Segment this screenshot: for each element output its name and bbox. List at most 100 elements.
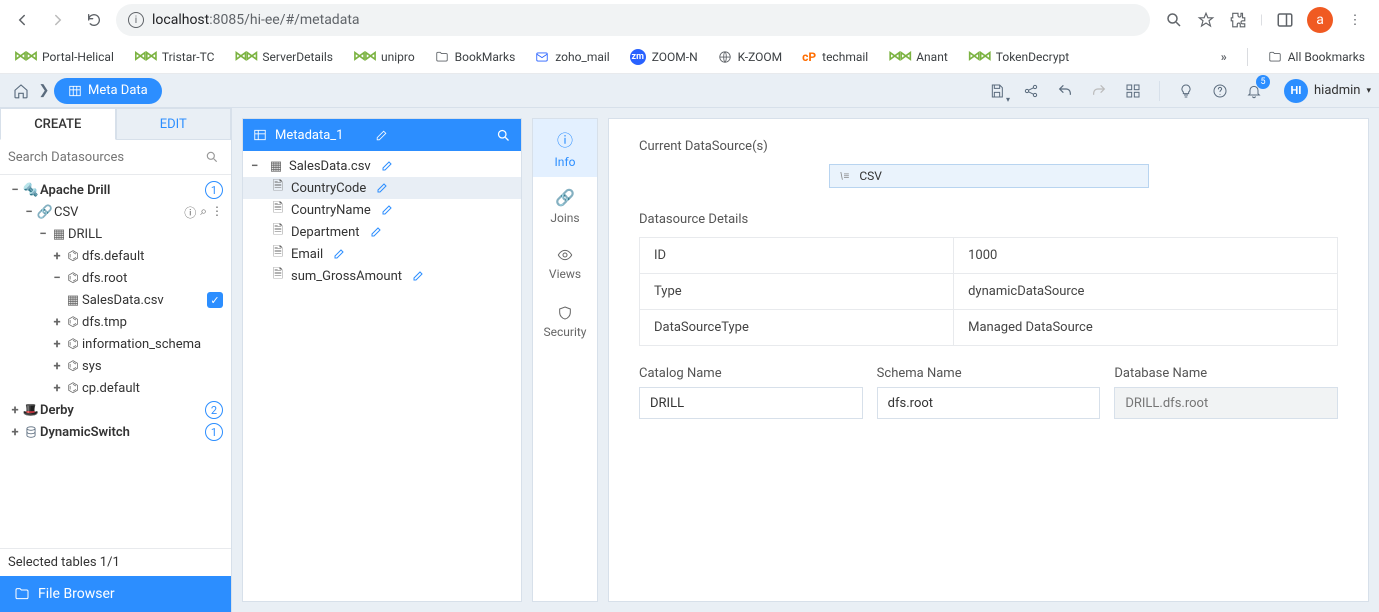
notifications-icon[interactable]: 5 [1242,79,1266,103]
user-name: hiadmin [1314,83,1360,98]
search-metadata-icon[interactable] [496,128,511,143]
help-icon[interactable] [1208,79,1232,103]
search-icon[interactable]: ⌕ [200,204,207,221]
reload-button[interactable] [80,6,108,34]
metadata-column-row[interactable]: 🗎Department [243,221,521,243]
url-text: localhost:8085/hi-ee/#/metadata [152,12,1138,28]
tree-node-derby[interactable]: +🎩 Derby 2 [0,399,231,421]
detail-value: 1000 [954,238,1338,274]
bookmark-star-icon[interactable] [1196,10,1216,30]
bookmark-kzoom[interactable]: K-ZOOM [718,50,783,64]
metadata-column-row[interactable]: 🗎CountryName [243,199,521,221]
grid-view-icon[interactable] [1121,79,1145,103]
zoom-icon[interactable] [1164,10,1184,30]
dna-icon: ⋈⋈ [234,49,256,64]
edit-icon[interactable] [376,182,388,194]
metadata-column-row[interactable]: 🗎CountryCode [243,177,521,199]
breadcrumb-chevron-icon: ❯ [34,83,54,98]
schema-name-input[interactable] [877,387,1101,419]
tree-node-info-schema[interactable]: +⌬ information_schema [0,333,231,355]
details-label: Datasource Details [639,212,1338,227]
save-icon[interactable]: ▾ [985,79,1009,103]
info-icon[interactable]: ⓘ [184,204,196,221]
address-bar[interactable]: i localhost:8085/hi-ee/#/metadata [116,4,1150,36]
search-datasources-input[interactable] [8,150,201,165]
tree-node-cp-default[interactable]: +⌬ cp.default [0,377,231,399]
redo-icon[interactable] [1087,79,1111,103]
dna-icon: ⋈⋈ [134,49,156,64]
user-avatar: HI [1284,79,1308,103]
kebab-menu-icon[interactable]: ⋮ [1345,10,1365,30]
zoom-icon: zm [630,49,646,65]
tab-edit[interactable]: EDIT [116,108,232,140]
bookmark-zoom-n[interactable]: zmZOOM-N [630,49,698,65]
count-badge: 2 [205,401,223,419]
tree-node-dfs-default[interactable]: +⌬ dfs.default [0,245,231,267]
drill-icon: 🔩 [22,183,40,198]
checkbox-checked-icon[interactable]: ✓ [207,292,223,308]
file-browser-button[interactable]: File Browser [0,576,231,612]
bookmark-serverdetails[interactable]: ⋈⋈ServerDetails [234,49,333,64]
column-icon: 🗎 [271,221,285,243]
eye-icon [557,247,573,263]
tab-create[interactable]: CREATE [0,108,116,140]
datasource-chip[interactable]: \≡ CSV [829,164,1149,188]
tree-node-apache-drill[interactable]: −🔩 Apache Drill 1 [0,179,231,201]
forward-button[interactable] [44,6,72,34]
back-button[interactable] [8,6,36,34]
bookmark-techmail[interactable]: cPtechmail [802,50,868,64]
bookmark-zoho[interactable]: zoho_mail [535,50,609,64]
bookmarks-overflow-icon[interactable]: » [1221,50,1227,64]
catalog-name-input[interactable] [639,387,863,419]
lightbulb-icon[interactable] [1174,79,1198,103]
edit-icon[interactable] [381,160,393,172]
schema-name-label: Schema Name [877,366,1101,381]
all-bookmarks-button[interactable]: All Bookmarks [1268,50,1365,64]
user-menu[interactable]: HI hiadmin ▾ [1284,79,1371,103]
derby-icon: 🎩 [22,403,40,418]
undo-icon[interactable] [1053,79,1077,103]
metadata-table-row[interactable]: − ▦ SalesData.csv [243,155,521,177]
bookmark-unipro[interactable]: ⋈⋈unipro [353,49,415,64]
home-button[interactable] [8,78,34,104]
bookmark-anant[interactable]: ⋈⋈Anant [888,49,948,64]
search-icon[interactable] [201,146,223,168]
bookmark-tokendecrypt[interactable]: ⋈⋈TokenDecrypt [968,49,1069,64]
schema-icon: ⌬ [64,249,82,264]
extensions-icon[interactable] [1228,10,1248,30]
breadcrumb-metadata[interactable]: Meta Data [54,78,162,104]
tab-security[interactable]: Security [533,293,597,351]
metadata-column-row[interactable]: 🗎sum_GrossAmount [243,265,521,287]
tab-views[interactable]: Views [533,235,597,293]
tree-node-dynamicswitch[interactable]: + DynamicSwitch 1 [0,421,231,443]
bookmark-folder-bookmarks[interactable]: BookMarks [435,50,516,64]
tab-joins[interactable]: 🔗 Joins [533,177,597,235]
tree-node-drill[interactable]: −▦ DRILL [0,223,231,245]
tree-node-sys[interactable]: +⌬ sys [0,355,231,377]
side-panel-icon[interactable] [1275,10,1295,30]
app-toolbar: ❯ Meta Data ▾ 5 HI hiadmin ▾ [0,74,1379,108]
tree-node-dfs-tmp[interactable]: +⌬ dfs.tmp [0,311,231,333]
tab-info[interactable]: ⓘ Info [533,119,597,177]
catalog-name-label: Catalog Name [639,366,863,381]
kebab-icon[interactable]: ⋮ [211,204,223,221]
table-icon [253,128,267,142]
metadata-column-row[interactable]: 🗎Email [243,243,521,265]
edit-icon[interactable] [381,204,393,216]
bookmark-portal-helical[interactable]: ⋈⋈Portal-Helical [14,49,114,64]
schema-icon: ⌬ [64,359,82,374]
tree-node-salesdata[interactable]: ▦ SalesData.csv ✓ [0,289,231,311]
edit-title-icon[interactable] [375,129,388,142]
bookmark-tristar[interactable]: ⋈⋈Tristar-TC [134,49,215,64]
profile-avatar[interactable]: a [1307,7,1333,33]
edit-icon[interactable] [370,226,382,238]
tree-node-dfs-root[interactable]: −⌬ dfs.root [0,267,231,289]
dna-icon: ⋈⋈ [888,49,910,64]
site-info-icon[interactable]: i [128,12,144,28]
edit-icon[interactable] [412,270,424,282]
edit-icon[interactable] [333,248,345,260]
selected-tables-label: Selected tables 1/1 [0,548,231,576]
notification-badge: 5 [1256,75,1270,89]
tree-node-csv[interactable]: −🔗 CSV ⓘ⌕⋮ [0,201,231,223]
share-icon[interactable] [1019,79,1043,103]
